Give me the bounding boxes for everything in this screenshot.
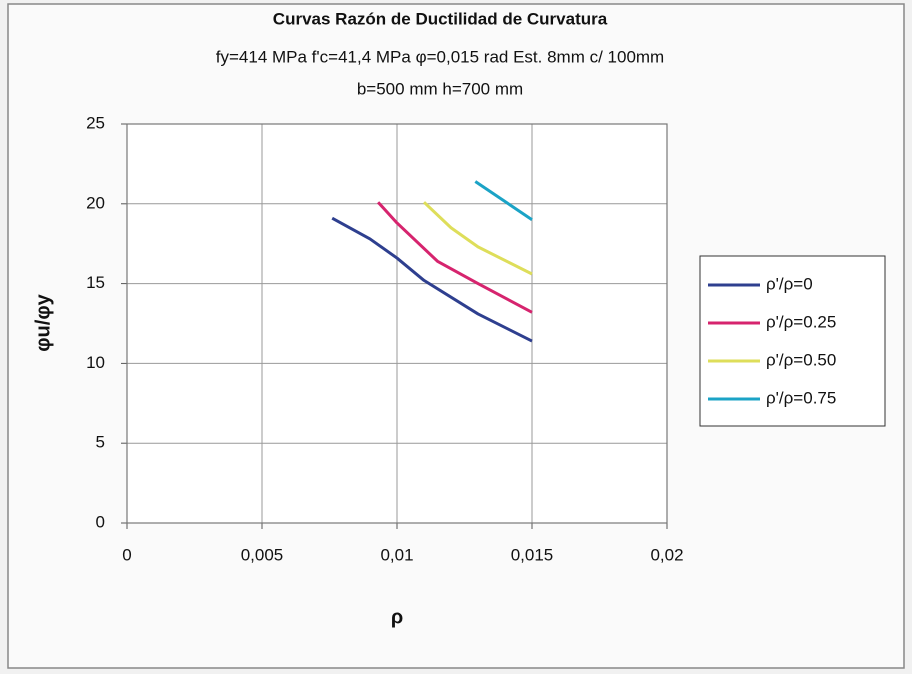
x-tick-label: 0,005 — [241, 545, 284, 564]
y-tick-label: 15 — [86, 273, 105, 292]
x-tick-label: 0,015 — [511, 545, 554, 564]
series-line — [422, 201, 533, 276]
series-line — [474, 180, 533, 222]
y-axis-label: φu/φy — [32, 293, 54, 351]
chart-title: Curvas Razón de Ductilidad de Curvatura — [273, 9, 608, 28]
x-tick-label: 0 — [122, 545, 131, 564]
chart-subtitle: b=500 mm h=700 mm — [357, 79, 523, 98]
y-tick-label: 25 — [86, 113, 105, 132]
x-tick-label: 0,02 — [650, 545, 683, 564]
chart-subtitle: fy=414 MPa f'c=41,4 MPa φ=0,015 rad Est.… — [216, 47, 664, 66]
plot-border — [126, 123, 668, 524]
legend-label: ρ'/ρ=0.75 — [766, 388, 836, 407]
legend-label: ρ'/ρ=0 — [766, 274, 813, 293]
x-tick-label: 0,01 — [380, 545, 413, 564]
y-tick-label: 10 — [86, 353, 105, 372]
legend-label: ρ'/ρ=0.25 — [766, 312, 836, 331]
y-tick-label: 5 — [96, 433, 105, 452]
y-tick-label: 20 — [86, 193, 105, 212]
x-axis-label: ρ — [391, 606, 403, 628]
legend-label: ρ'/ρ=0.50 — [766, 350, 836, 369]
series-line — [376, 201, 533, 314]
y-tick-label: 0 — [96, 512, 105, 531]
series-line — [331, 216, 533, 343]
